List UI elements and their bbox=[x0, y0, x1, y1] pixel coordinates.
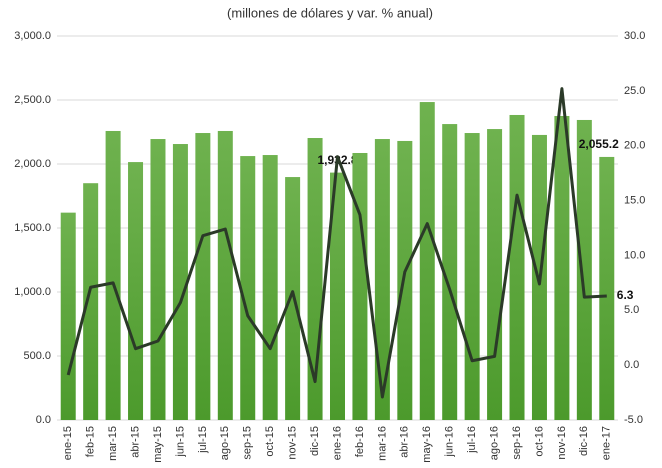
y-tick-label: 0.0 bbox=[36, 414, 51, 426]
bar bbox=[128, 162, 144, 420]
bar bbox=[599, 156, 615, 421]
y-tick-label: 2,000.0 bbox=[14, 158, 51, 170]
bar bbox=[60, 212, 76, 420]
x-tick-label: oct-15 bbox=[264, 426, 276, 457]
y-tick-label: 1,500.0 bbox=[14, 222, 51, 234]
x-tick-label: sep-16 bbox=[511, 426, 523, 460]
y2-tick-label: 0.0 bbox=[624, 359, 639, 371]
x-tick-label: mar-15 bbox=[107, 426, 119, 461]
x-tick-label: dic-15 bbox=[309, 426, 321, 456]
bar bbox=[105, 130, 121, 420]
x-tick-label: may-16 bbox=[421, 426, 433, 463]
x-tick-label: oct-16 bbox=[533, 426, 545, 457]
x-tick-label: jun-16 bbox=[444, 426, 456, 458]
line bbox=[66, 87, 607, 399]
x-tick-label: abr-16 bbox=[399, 426, 411, 458]
bar bbox=[397, 140, 413, 420]
bar bbox=[419, 102, 435, 420]
x-tick-label: feb-15 bbox=[85, 426, 97, 457]
bar bbox=[285, 177, 301, 420]
x-tick-label: abr-15 bbox=[129, 426, 141, 458]
y2-tick-label: 30.0 bbox=[624, 30, 645, 42]
y-tick-label: 500.0 bbox=[23, 350, 51, 362]
data-label: 6.3 bbox=[617, 288, 634, 302]
y2-tick-label: 15.0 bbox=[624, 194, 645, 206]
chart-title: (millones de dólares y var. % anual) bbox=[227, 5, 433, 20]
x-tick-label: ago-16 bbox=[488, 426, 500, 460]
x-tick-label: feb-16 bbox=[354, 426, 366, 457]
bar bbox=[487, 129, 503, 420]
x-tick-label: mar-16 bbox=[376, 426, 388, 461]
bar bbox=[509, 114, 525, 420]
bar bbox=[374, 139, 390, 421]
y2-tick-label: -5.0 bbox=[624, 414, 643, 426]
bar bbox=[217, 130, 233, 420]
bar bbox=[83, 183, 99, 420]
x-tick-label: jun-15 bbox=[174, 426, 186, 458]
x-tick-label: dic-16 bbox=[578, 426, 590, 456]
bar bbox=[195, 133, 211, 421]
y2-tick-label: 20.0 bbox=[624, 140, 645, 152]
bar bbox=[172, 144, 188, 421]
x-tick-label: jul-16 bbox=[466, 426, 478, 454]
x-tick-label: nov-16 bbox=[556, 426, 568, 460]
y2-tick-label: 10.0 bbox=[624, 249, 645, 261]
y-tick-label: 1,000.0 bbox=[14, 286, 51, 298]
bar bbox=[352, 152, 368, 420]
x-tick-label: may-15 bbox=[152, 426, 164, 463]
bar bbox=[330, 172, 345, 420]
y-tick-label: 3,000.0 bbox=[14, 30, 51, 42]
y2-tick-label: 5.0 bbox=[624, 304, 639, 316]
x-tick-label: jul-15 bbox=[197, 426, 209, 454]
x-tick-label: sep-15 bbox=[242, 426, 254, 460]
x-tick-label: ene-15 bbox=[62, 426, 74, 460]
x-tick-label: ene-16 bbox=[331, 426, 343, 460]
data-label: 2,055.2 bbox=[579, 137, 619, 151]
bar bbox=[442, 124, 458, 421]
bar bbox=[240, 156, 256, 420]
bar bbox=[576, 119, 592, 420]
x-tick-label: ago-15 bbox=[219, 426, 231, 460]
y2-tick-label: 25.0 bbox=[624, 85, 645, 97]
bar bbox=[150, 139, 166, 421]
bar bbox=[262, 155, 278, 421]
bar bbox=[554, 116, 570, 420]
bar bbox=[464, 133, 480, 421]
x-tick-label: nov-15 bbox=[287, 426, 299, 460]
y-tick-label: 2,500.0 bbox=[14, 94, 51, 106]
x-tick-label: ene-17 bbox=[601, 426, 613, 460]
